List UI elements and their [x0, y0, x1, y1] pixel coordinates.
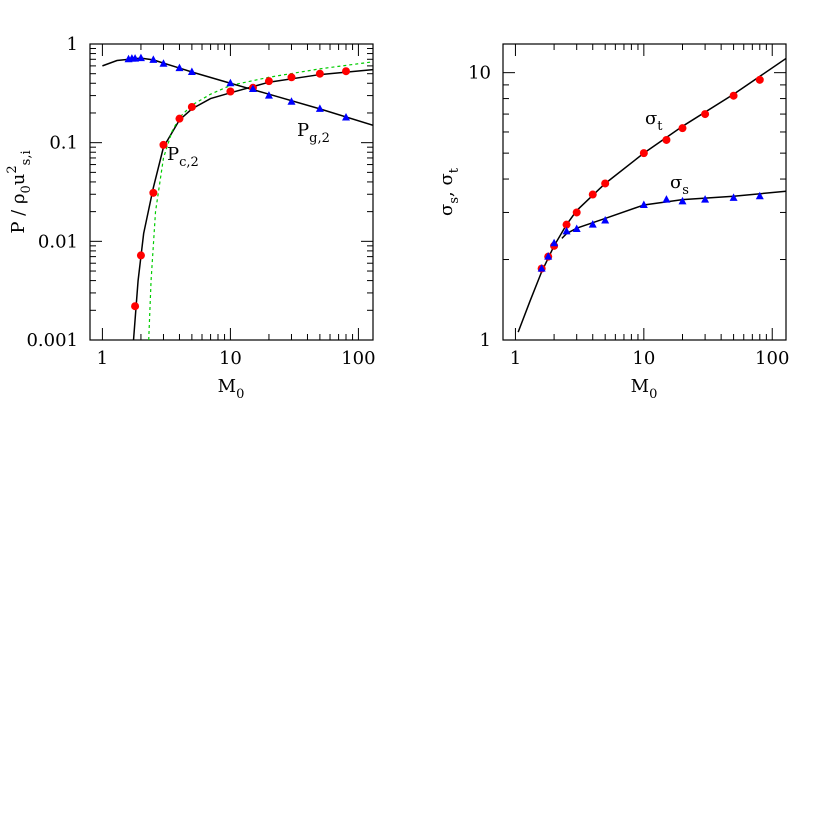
- y-axis-label-part: , σ: [436, 173, 457, 197]
- circle-marker: [187, 102, 196, 111]
- annotation: Pg,2: [297, 120, 330, 146]
- x-axis-label-part: M: [631, 376, 649, 397]
- y-tick-label: 0.01: [38, 231, 78, 252]
- plot-frame: [502, 43, 787, 341]
- annotation: σt: [645, 108, 663, 134]
- triangle-marker: [131, 54, 140, 62]
- y-tick-label: 1: [67, 34, 78, 55]
- circle-marker: [175, 114, 184, 123]
- y-axis-label: σs, σt: [436, 167, 462, 216]
- triangle-marker: [342, 112, 351, 121]
- triangle-marker: [729, 193, 738, 201]
- y-axis-label: P / ρ0u2s,i: [5, 150, 34, 233]
- circle-marker: [136, 251, 145, 260]
- y-axis-label-part: P / ρ: [8, 193, 29, 233]
- circle-marker: [315, 69, 324, 78]
- y-tick-label: 0.001: [26, 330, 78, 351]
- triangle-marker: [562, 226, 571, 235]
- triangle-marker: [136, 53, 145, 62]
- y-axis-label-part: s,i: [19, 150, 34, 165]
- triangle-marker: [315, 104, 324, 112]
- x-axis-label: M0: [631, 376, 658, 402]
- annotation-part: t: [657, 119, 663, 134]
- circle-marker: [729, 91, 738, 100]
- annotation-part: P: [297, 120, 309, 141]
- circle-marker: [639, 149, 648, 158]
- x-tick-label: 10: [632, 348, 655, 369]
- circle-marker: [149, 188, 158, 197]
- circle-marker: [264, 77, 273, 86]
- annotation-part: c,2: [179, 155, 199, 170]
- circle-marker: [701, 110, 710, 119]
- y-tick-label: 1: [480, 330, 491, 351]
- x-axis-label-part: M: [218, 376, 236, 397]
- circle-marker: [678, 124, 687, 133]
- triangle-marker: [264, 91, 273, 99]
- y-axis-label-part: u: [8, 174, 29, 186]
- y-axis-label-part: 2: [5, 165, 20, 173]
- circle-marker: [342, 67, 351, 76]
- y-axis-label-part: t: [447, 167, 462, 173]
- triangle-marker: [601, 215, 610, 224]
- triangle-marker: [226, 78, 235, 87]
- x-tick-label: 100: [755, 348, 789, 369]
- x-tick-label: 1: [97, 348, 108, 369]
- circle-marker: [588, 190, 597, 199]
- triangle-marker: [287, 97, 296, 105]
- annotation-part: P: [167, 144, 179, 165]
- circle-marker: [755, 75, 764, 84]
- y-axis-label-part: 0: [19, 185, 34, 193]
- circle-marker: [226, 87, 235, 96]
- triangle-marker: [159, 59, 168, 67]
- annotation: Pc,2: [167, 144, 199, 170]
- triangle-marker: [187, 67, 196, 76]
- triangle-marker: [588, 220, 597, 228]
- y-tick-label: 0.1: [49, 133, 78, 154]
- circle-marker: [662, 135, 671, 144]
- x-tick-label: 10: [219, 348, 242, 369]
- annotation-part: g,2: [309, 131, 330, 146]
- y-tick-label: 10: [468, 63, 491, 84]
- triangle-marker: [572, 224, 581, 233]
- triangle-marker: [544, 252, 553, 260]
- plot-frame: [89, 43, 374, 341]
- annotation: σs: [670, 172, 689, 198]
- triangle-marker: [662, 195, 671, 203]
- x-tick-label: 100: [341, 348, 375, 369]
- circle-marker: [159, 140, 168, 149]
- triangle-marker: [175, 63, 184, 72]
- triangle-marker: [248, 84, 257, 92]
- curve: [148, 61, 373, 340]
- x-axis-label-part: 0: [649, 387, 657, 402]
- annotation-part: σ: [670, 172, 682, 193]
- triangle-marker: [537, 264, 546, 272]
- triangle-marker: [755, 191, 764, 200]
- y-axis-label-part: σ: [436, 204, 457, 216]
- x-axis-label: M0: [218, 376, 245, 402]
- y-axis-label-part: s: [447, 197, 462, 204]
- circle-marker: [572, 208, 581, 217]
- triangle-marker: [550, 238, 559, 247]
- curve: [132, 68, 373, 340]
- circle-marker: [601, 179, 610, 188]
- triangle-marker: [701, 195, 710, 203]
- annotation-part: σ: [645, 108, 657, 129]
- curve: [561, 190, 786, 239]
- x-axis-label-part: 0: [236, 387, 244, 402]
- triangle-marker: [149, 55, 158, 63]
- circle-marker: [562, 220, 571, 229]
- curve: [102, 57, 373, 127]
- circle-marker: [131, 302, 140, 311]
- circle-marker: [287, 73, 296, 82]
- x-tick-label: 1: [510, 348, 521, 369]
- triangle-marker: [639, 200, 648, 208]
- triangle-marker: [678, 196, 687, 205]
- annotation-part: s: [682, 183, 689, 198]
